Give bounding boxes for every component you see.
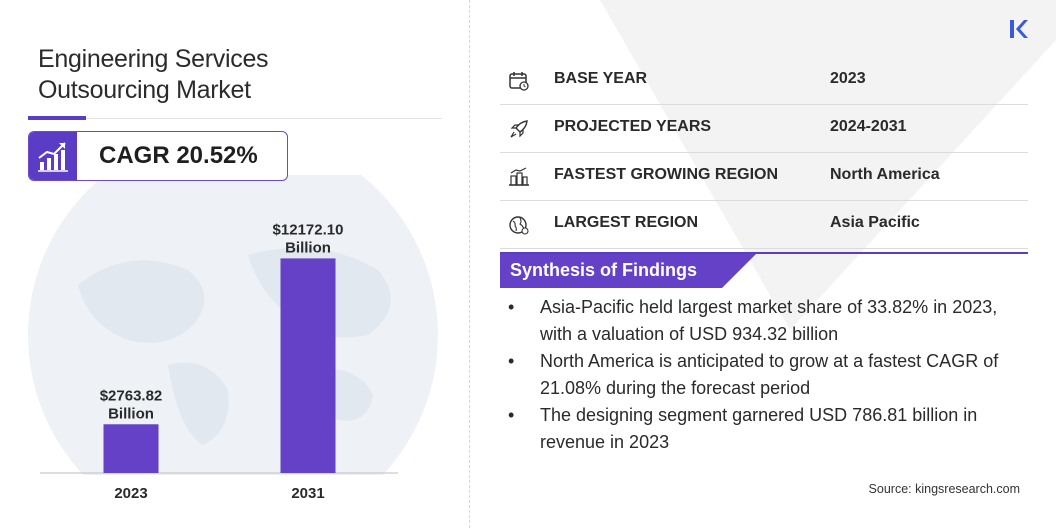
data-label-2023-0: $2763.82 [100,387,163,404]
growth-chart-icon [29,132,77,180]
info-value: 2024-2031 [830,118,907,135]
calendar-icon [509,72,529,91]
finding-text: North America is anticipated to grow at … [540,351,999,398]
info-label: FASTEST GROWING REGION [554,166,779,183]
source-citation: Source: kingsresearch.com [868,482,1020,496]
info-label: PROJECTED YEARS [554,118,712,135]
finding-item: • Asia-Pacific held largest market share… [508,294,1028,348]
city-growth-icon [509,167,529,186]
synthesis-banner [500,254,756,288]
title-accent [28,116,86,120]
rocket-icon [510,120,528,138]
info-label: LARGEST REGION [554,214,699,231]
data-label-2031-1: Billion [285,239,331,256]
bullet: • [508,297,515,317]
info-label: BASE YEAR [554,70,648,87]
data-label-2031-0: $12172.10 [273,221,344,238]
title-rule [28,118,442,119]
kings-research-logo [1008,18,1030,45]
bar-2023 [103,424,159,473]
title-line-1: Engineering Services [38,45,269,73]
title-line-2: Outsourcing Market [38,76,251,104]
info-value: 2023 [830,70,866,87]
info-row-base-year: BASE YEAR 2023 [500,56,1028,105]
synthesis-rule [500,252,1028,254]
finding-item: • The designing segment garnered USD 786… [508,402,1028,456]
info-value: North America [830,166,940,183]
finding-text: Asia-Pacific held largest market share o… [540,297,998,344]
left-panel: Engineering Services Outsourcing Market … [0,0,470,528]
info-row-fastest-region: FASTEST GROWING REGION North America [500,152,1028,201]
synthesis-title: Synthesis of Findings [510,260,698,280]
info-value: Asia Pacific [830,214,920,231]
panel-divider [469,0,470,528]
x-tick-label-2023: 2023 [114,485,147,502]
findings-list: • Asia-Pacific held largest market share… [508,294,1028,456]
cagr-badge: CAGR 20.52% [28,131,288,181]
info-row-largest-region: LARGEST REGION Asia Pacific [500,200,1028,249]
info-row-projected-years: PROJECTED YEARS 2024-2031 [500,104,1028,153]
data-label-2023-1: Billion [108,405,154,422]
x-tick-label-2031: 2031 [291,485,324,502]
finding-text: The designing segment garnered USD 786.8… [540,405,978,452]
bar-2031 [280,258,336,473]
bullet: • [508,405,515,425]
globe-icon [509,216,529,235]
bullet: • [508,351,515,371]
page-title: Engineering Services Outsourcing Market [38,44,269,106]
finding-item: • North America is anticipated to grow a… [508,348,1028,402]
cagr-value: CAGR 20.52% [99,142,258,169]
